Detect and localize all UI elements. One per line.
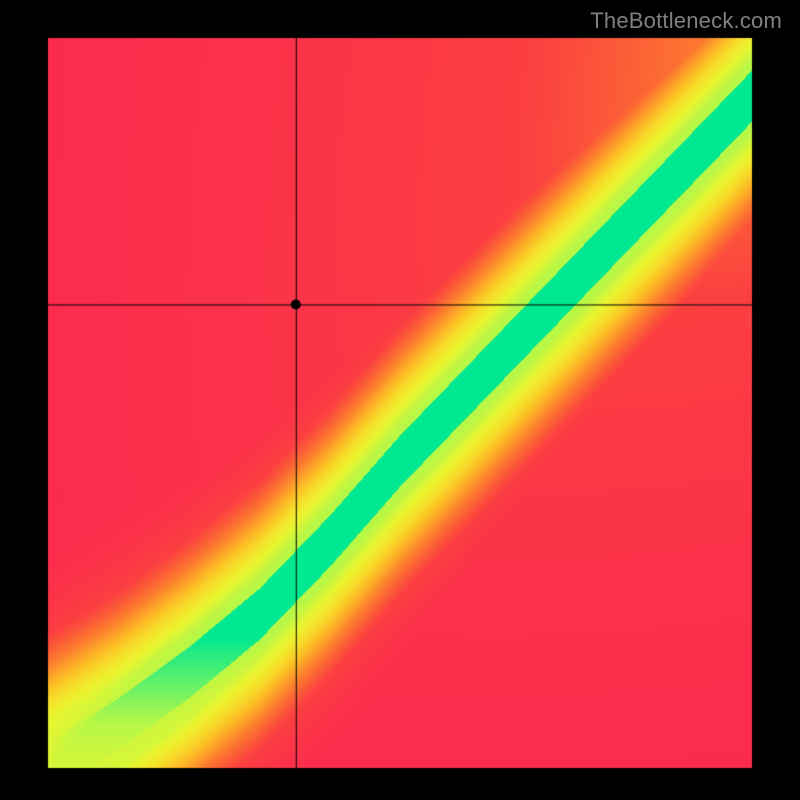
heatmap-canvas bbox=[0, 0, 800, 800]
watermark: TheBottleneck.com bbox=[590, 8, 782, 34]
chart-container: TheBottleneck.com bbox=[0, 0, 800, 800]
